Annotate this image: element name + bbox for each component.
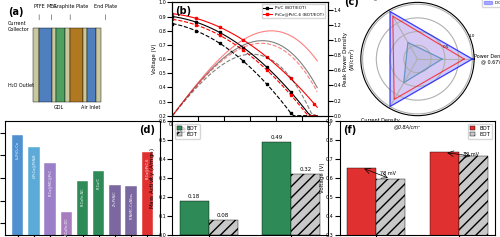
- Text: 0.32: 0.32: [300, 167, 312, 172]
- Text: Current
Collector: Current Collector: [8, 21, 30, 32]
- Bar: [66, 28, 70, 102]
- Text: 32 mV: 32 mV: [463, 152, 479, 157]
- Bar: [262, 142, 292, 235]
- Text: Air Inlet: Air Inlet: [80, 105, 100, 110]
- Bar: [376, 179, 405, 237]
- Bar: [82, 28, 87, 102]
- Text: (a): (a): [8, 7, 24, 17]
- Y-axis label: Voltage (V): Voltage (V): [320, 163, 324, 193]
- Text: 0.49: 0.49: [271, 135, 283, 140]
- Text: (b): (b): [176, 6, 192, 16]
- Bar: [126, 186, 137, 237]
- Text: PTFE: PTFE: [33, 4, 45, 20]
- Text: PtCo@MC@PtC: PtCo@MC@PtC: [48, 169, 52, 196]
- Text: PtCo/C: PtCo/C: [96, 177, 100, 189]
- Text: PtCo@PtC-6: PtCo@PtC-6: [146, 158, 150, 179]
- Bar: [459, 156, 488, 237]
- Bar: [142, 152, 153, 237]
- Bar: [87, 28, 97, 102]
- Polygon shape: [393, 16, 464, 99]
- Text: (c): (c): [344, 0, 358, 7]
- Text: 78 mV: 78 mV: [380, 171, 396, 176]
- Bar: [56, 28, 66, 102]
- Text: H₂O Outlet: H₂O Outlet: [8, 83, 34, 88]
- Bar: [52, 28, 56, 102]
- Bar: [39, 28, 52, 102]
- Text: PtNiMC-CoNbo₃: PtNiMC-CoNbo₃: [129, 191, 133, 219]
- Bar: [347, 168, 376, 237]
- Y-axis label: Mass Activity (A/mg$_{Pt}$): Mass Activity (A/mg$_{Pt}$): [148, 147, 157, 209]
- Text: GDL: GDL: [54, 105, 64, 110]
- Polygon shape: [390, 12, 472, 107]
- Legend: BOT, EOT: BOT, EOT: [175, 124, 200, 139]
- Text: (e): (e): [176, 125, 191, 135]
- X-axis label: Current Density (A/cm²): Current Density (A/cm²): [218, 128, 282, 134]
- Y-axis label: Peak Power Density
(W/cm²): Peak Power Density (W/cm²): [343, 32, 355, 86]
- Bar: [93, 171, 104, 237]
- Text: 0.08: 0.08: [217, 213, 229, 218]
- Bar: [28, 147, 40, 237]
- Bar: [292, 174, 320, 235]
- Text: Li₂PtO₃·Co: Li₂PtO₃·Co: [16, 141, 20, 159]
- Text: MEA: MEA: [46, 4, 57, 20]
- Bar: [180, 201, 208, 235]
- Text: (f): (f): [343, 125, 356, 135]
- Text: End Plate: End Plate: [94, 4, 118, 20]
- Bar: [70, 28, 82, 102]
- Bar: [44, 163, 56, 237]
- Text: PtCoFe-DC: PtCoFe-DC: [64, 218, 68, 236]
- Bar: [110, 185, 120, 237]
- Text: Graphite Plate: Graphite Plate: [52, 4, 88, 20]
- Text: 0.18: 0.18: [188, 194, 200, 199]
- Text: PtCoFe-NC: PtCoFe-NC: [80, 187, 84, 206]
- Text: LiPtCo@PtNiB: LiPtCo@PtNiB: [32, 153, 36, 178]
- Bar: [208, 219, 238, 235]
- Bar: [77, 181, 88, 237]
- Legend: PtCo@Pt/C-6, Pt/C, DOE Target: PtCo@Pt/C-6, Pt/C, DOE Target: [482, 0, 500, 7]
- Bar: [33, 28, 39, 102]
- Legend: BOT, EOT: BOT, EOT: [468, 124, 492, 139]
- Legend: Pt/C (BOT/EOT), PtCo@Pt/C-6 (BOT/EOT): Pt/C (BOT/EOT), PtCo@Pt/C-6 (BOT/EOT): [262, 5, 326, 18]
- Bar: [430, 152, 459, 237]
- Bar: [96, 28, 101, 102]
- Polygon shape: [404, 42, 442, 83]
- Text: Zn-PtNiC: Zn-PtNiC: [113, 191, 117, 206]
- Text: (d): (d): [140, 125, 156, 135]
- Text: @0.8A/cm²: @0.8A/cm²: [394, 125, 421, 130]
- Y-axis label: Voltage (V): Voltage (V): [152, 44, 157, 74]
- Bar: [12, 135, 24, 237]
- Bar: [60, 212, 72, 237]
